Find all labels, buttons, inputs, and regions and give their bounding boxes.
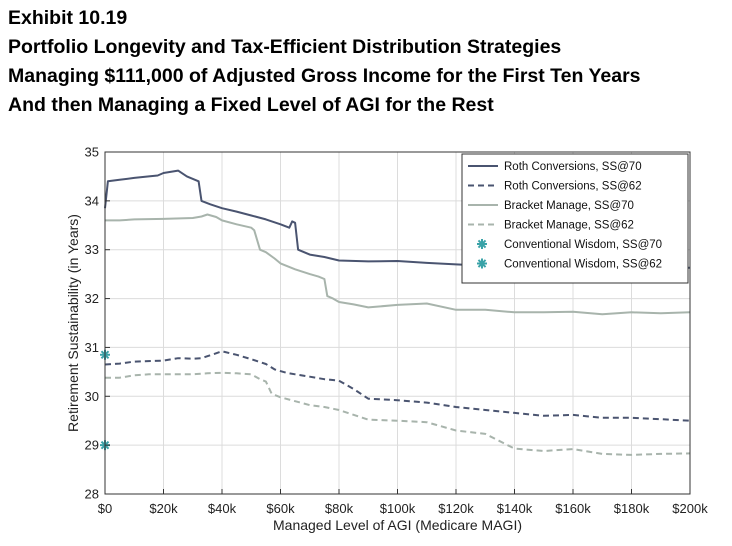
series-line-roth-conversions-ss-62 bbox=[104, 350, 691, 422]
chart-title-line-2: Managing $111,000 of Adjusted Gross Inco… bbox=[8, 65, 641, 87]
x-tick-label: $100k bbox=[380, 501, 416, 516]
legend-entry: Conventional Wisdom, SS@62 bbox=[504, 259, 662, 271]
y-axis-label: Retirement Sustainability (in Years) bbox=[65, 214, 81, 432]
legend-entry: Roth Conversions, SS@70 bbox=[504, 161, 642, 173]
legend-marker bbox=[477, 258, 487, 269]
x-tick-label: $20k bbox=[149, 501, 178, 516]
y-tick-label: 35 bbox=[85, 145, 99, 160]
chart-legend: Roth Conversions, SS@70 Roth Conversions,… bbox=[461, 153, 689, 284]
y-tick-label: 31 bbox=[85, 340, 99, 355]
chart-title-line-1: Portfolio Longevity and Tax-Efficient Di… bbox=[8, 36, 562, 58]
chart-title-line-3: And then Managing a Fixed Level of AGI f… bbox=[8, 94, 494, 116]
chart-title-block: Exhibit 10.19 Portfolio Longevity and Ta… bbox=[8, 4, 641, 120]
series-line-bracket-manage-ss-70 bbox=[105, 213, 691, 316]
x-tick-label: $40k bbox=[208, 501, 237, 516]
legend-marker bbox=[477, 239, 487, 249]
y-tick-label: 34 bbox=[85, 193, 99, 208]
y-axis-ticks: 28 29 30 31 32 33 34 35 bbox=[85, 145, 110, 502]
legend-entry: Bracket Manage, SS@70 bbox=[504, 200, 634, 212]
series-line-bracket-manage-ss-62 bbox=[105, 371, 691, 456]
exhibit-label: Exhibit 10.19 bbox=[8, 7, 128, 29]
y-tick-label: 33 bbox=[85, 242, 99, 257]
y-tick-label: 29 bbox=[85, 438, 99, 453]
legend-entry: Bracket Manage, SS@62 bbox=[504, 220, 634, 232]
x-axis-ticks: $0 $20k $40k $60k $80k $100k $120k $140k $160k $1… bbox=[98, 489, 708, 516]
legend-box bbox=[461, 153, 689, 284]
x-tick-label: $180k bbox=[614, 501, 650, 516]
x-tick-label: $140k bbox=[497, 501, 533, 516]
x-tick-label: $120k bbox=[438, 501, 474, 516]
x-tick-label: $0 bbox=[98, 501, 112, 516]
y-tick-label: 30 bbox=[85, 389, 99, 404]
x-axis-label: Managed Level of AGI (Medicare MAGI) bbox=[273, 517, 522, 533]
y-tick-label: 28 bbox=[85, 487, 99, 502]
x-tick-label: $160k bbox=[555, 501, 591, 516]
x-tick-label: $80k bbox=[325, 501, 354, 516]
x-tick-label: $60k bbox=[266, 501, 295, 516]
legend-entry: Conventional Wisdom, SS@70 bbox=[504, 239, 662, 251]
y-tick-label: 32 bbox=[85, 291, 99, 306]
legend-entry: Roth Conversions, SS@62 bbox=[504, 181, 642, 193]
x-tick-label: $200k bbox=[672, 501, 708, 516]
